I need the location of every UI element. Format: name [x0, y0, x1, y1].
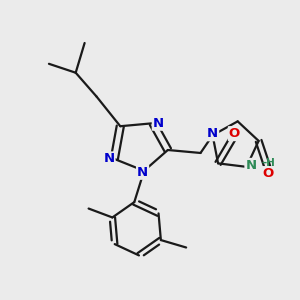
Text: O: O [262, 167, 273, 180]
Text: N: N [207, 127, 218, 140]
Text: N: N [153, 117, 164, 130]
Text: N: N [137, 166, 148, 179]
Text: N: N [103, 152, 115, 165]
Text: –H: –H [261, 158, 275, 168]
Text: N: N [245, 159, 256, 172]
Text: O: O [229, 127, 240, 140]
